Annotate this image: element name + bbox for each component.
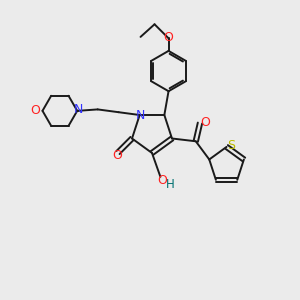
Text: H: H [166,178,175,191]
Text: N: N [74,103,83,116]
Text: O: O [31,104,40,117]
Text: O: O [112,149,122,162]
Text: O: O [164,31,173,44]
Text: O: O [200,116,210,129]
Text: S: S [228,140,236,152]
Text: N: N [136,109,145,122]
Text: O: O [158,174,167,187]
